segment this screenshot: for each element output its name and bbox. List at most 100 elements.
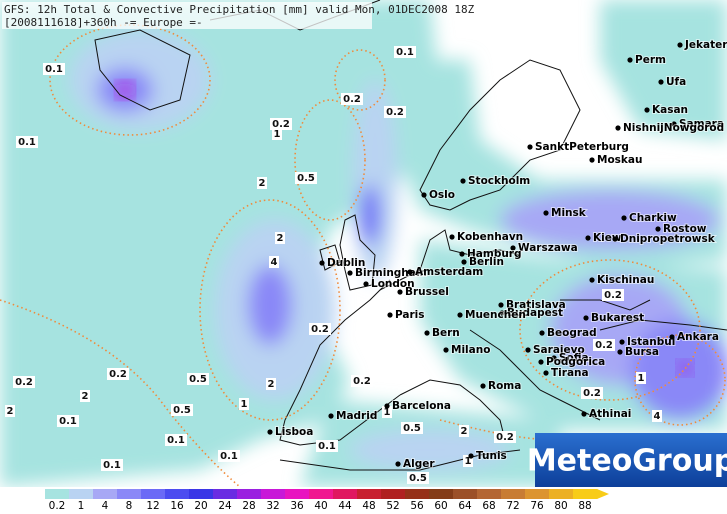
city-label: Brussel	[405, 286, 449, 298]
legend-swatch	[525, 489, 550, 499]
city-label: SanktPeterburg	[535, 141, 629, 153]
contour-label: 4	[654, 411, 661, 422]
city-label: Tunis	[476, 450, 507, 462]
city-dot	[617, 349, 623, 355]
contour-label-box	[401, 422, 423, 434]
city-label: Charkiw	[629, 212, 677, 224]
legend-label: 1	[78, 500, 85, 512]
city-label: Alger	[403, 458, 435, 470]
city-dot	[267, 429, 273, 435]
city-label: Tirana	[551, 367, 589, 379]
city-dot	[621, 215, 627, 221]
legend-swatch	[453, 489, 478, 499]
contour-label: 4	[271, 257, 278, 268]
city-label: Sarajevo	[533, 344, 585, 356]
city-dot	[499, 310, 505, 316]
city-dot	[543, 210, 549, 216]
city-label: NishnijNowgorod	[623, 122, 724, 134]
contour-label-box	[636, 372, 646, 384]
contour-label: 0.1	[18, 137, 36, 148]
city-label: Paris	[395, 309, 425, 321]
legend-label: 4	[102, 500, 109, 512]
header-line: [2008111618]+360h -= Europe =-	[4, 16, 203, 29]
contour-label: 0.2	[386, 107, 404, 118]
city-dot	[658, 79, 664, 85]
city-label: Rostow	[663, 223, 707, 235]
header-line: GFS: 12h Total & Convective Precipitatio…	[4, 3, 475, 16]
legend-label: 76	[530, 500, 544, 512]
city-label: Madrid	[336, 410, 377, 422]
legend-swatch	[429, 489, 454, 499]
city-label: Perm	[635, 54, 666, 66]
contour-label: 1	[384, 407, 391, 418]
contour-label: 0.2	[15, 377, 33, 388]
contour-label-box	[5, 405, 15, 417]
legend-label: 68	[482, 500, 495, 512]
city-label: Minsk	[551, 207, 587, 219]
city-dot	[669, 334, 675, 340]
contour-label: 2	[277, 233, 284, 244]
contour-label: 0.2	[583, 388, 601, 399]
city-dot	[449, 234, 455, 240]
city-dot	[347, 270, 353, 276]
contour-label: 0.2	[353, 376, 371, 387]
city-dot	[424, 330, 430, 336]
city-label: Bratislava	[506, 299, 566, 311]
contour-label-box	[581, 387, 603, 399]
city-dot	[384, 403, 390, 409]
contour-label-box	[80, 390, 90, 402]
city-dot	[459, 251, 465, 257]
contour-label-box	[394, 46, 416, 58]
contour-label: 2	[259, 178, 266, 189]
contour-label-box	[316, 440, 338, 452]
city-label: Hamburg	[467, 248, 522, 260]
city-dot	[543, 370, 549, 376]
legend-label: 28	[242, 500, 255, 512]
contour-label-box	[270, 118, 292, 130]
contour-label-box	[239, 398, 249, 410]
legend-swatch	[165, 489, 190, 499]
logo: MeteoGroup	[527, 433, 727, 487]
city-dot	[498, 302, 504, 308]
contour-label: 0.5	[409, 473, 427, 484]
city-label: Muenchen	[465, 309, 526, 321]
city-label: Warszawa	[518, 242, 578, 254]
map	[0, 0, 727, 488]
contour-label: 0.5	[173, 405, 191, 416]
contour-label: 2	[82, 391, 89, 402]
city-label: Bukarest	[591, 312, 644, 324]
city-label: Barcelona	[392, 400, 451, 412]
legend-label: 24	[218, 500, 232, 512]
city-label: Istanbul	[627, 336, 675, 348]
legend-swatch	[117, 489, 142, 499]
city-dot	[619, 339, 625, 345]
legend-label: 52	[386, 500, 399, 512]
contour-label-box	[593, 339, 615, 351]
contour-label-box	[101, 459, 123, 471]
city-dot	[397, 289, 403, 295]
contour-label: 2	[7, 406, 14, 417]
city-label: Milano	[451, 344, 490, 356]
city-label: Kiew	[593, 232, 622, 244]
legend-label: 36	[290, 500, 304, 512]
contour-label-box	[602, 289, 624, 301]
legend-arrow	[597, 489, 609, 499]
contour-label: 0.2	[496, 432, 514, 443]
city-label: Kobenhavn	[457, 231, 523, 243]
contour-label: 1	[638, 373, 645, 384]
legend-swatch	[477, 489, 502, 499]
city-label: Beograd	[547, 327, 597, 339]
city-dot	[589, 157, 595, 163]
legend-label: 40	[314, 500, 327, 512]
city-dot	[461, 259, 467, 265]
legend-label: 8	[126, 500, 133, 512]
legend: 0.2 1 4 8 12 16 20 24 28 32 36 40 44 48 52 56 60 64 68 72 76…	[0, 487, 727, 514]
city-dot	[525, 347, 531, 353]
city-label: Athinai	[589, 408, 631, 420]
legend-swatch	[357, 489, 382, 499]
logo-text: MeteoGroup	[527, 444, 727, 479]
city-dot	[538, 359, 544, 365]
contour-label-box	[384, 106, 406, 118]
